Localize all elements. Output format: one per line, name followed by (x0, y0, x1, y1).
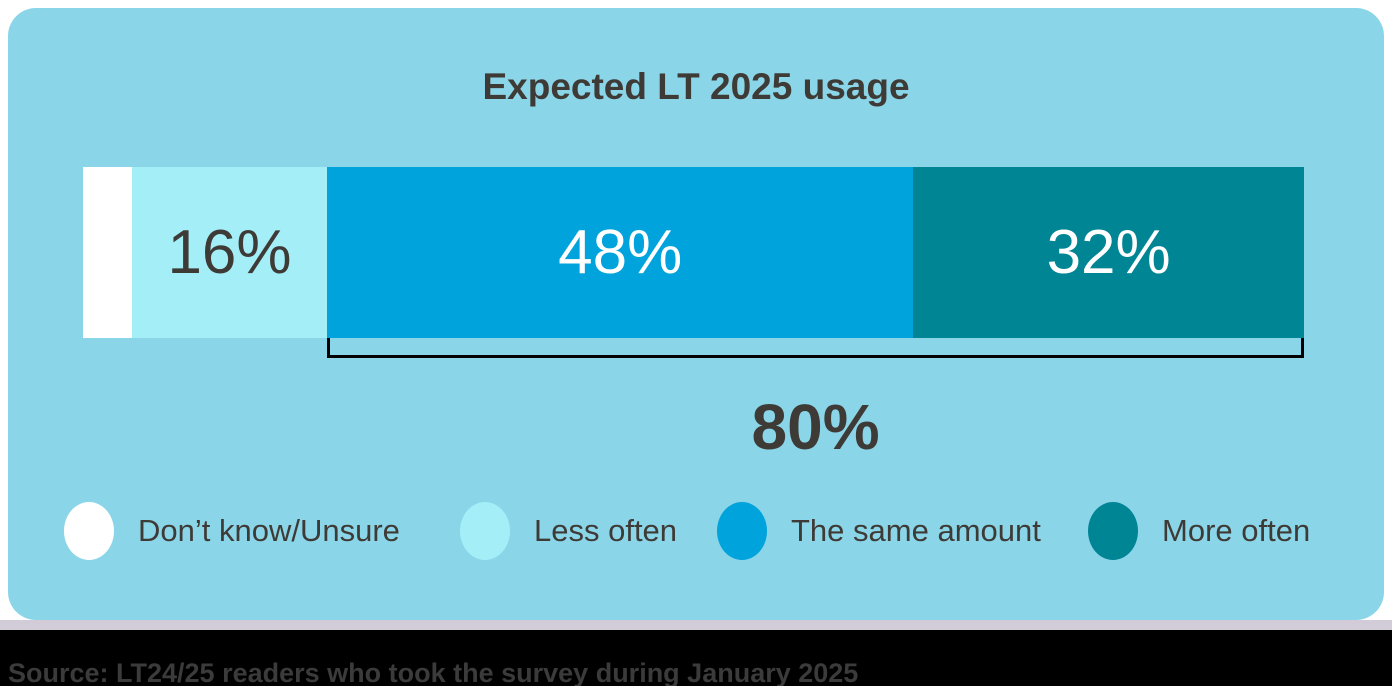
bar-segment-label: 16% (167, 218, 292, 287)
source-band: Source: LT24/25 readers who took the sur… (0, 630, 1392, 686)
bar-segment-more-often: 32% (913, 167, 1304, 338)
legend-label: Less often (534, 513, 678, 548)
legend-item-more-often: More often (1088, 502, 1310, 560)
legend-label: Don’t know/Unsure (138, 513, 400, 548)
legend-item-same-amount: The same amount (717, 502, 1041, 560)
annotation-track: 80% (83, 338, 1304, 498)
legend-swatch-dont-know (64, 502, 114, 560)
source-text: Source: LT24/25 readers who took the sur… (8, 658, 859, 686)
chart-title: Expected LT 2025 usage (482, 66, 910, 107)
total-label: 80% (751, 391, 880, 463)
bar-segment-same-amount: 48% (327, 167, 914, 338)
legend-label: The same amount (791, 513, 1041, 548)
legend-label: More often (1162, 513, 1311, 548)
legend-swatch-less-often (460, 502, 510, 560)
bar-segment-dont-know (83, 167, 132, 338)
card-bottom-edge (0, 620, 1392, 630)
legend-swatch-more-often (1088, 502, 1138, 560)
bar-segment-less-often: 16% (131, 167, 328, 338)
total-annotation-zone: 80% (327, 338, 1304, 498)
chart-card: Expected LT 2025 usage 16% 48% 32% 80% (8, 8, 1384, 620)
legend-item-less-often: Less often (460, 502, 677, 560)
bar-segment-label: 48% (558, 218, 683, 287)
stacked-bar: 16% 48% 32% (83, 167, 1304, 338)
legend-item-dont-know: Don’t know/Unsure (64, 502, 400, 560)
legend-swatch-same-amount (717, 502, 767, 560)
total-bracket (327, 338, 1304, 358)
bar-segment-label: 32% (1046, 218, 1171, 287)
legend: Don’t know/Unsure Less often The same am… (8, 502, 1384, 562)
